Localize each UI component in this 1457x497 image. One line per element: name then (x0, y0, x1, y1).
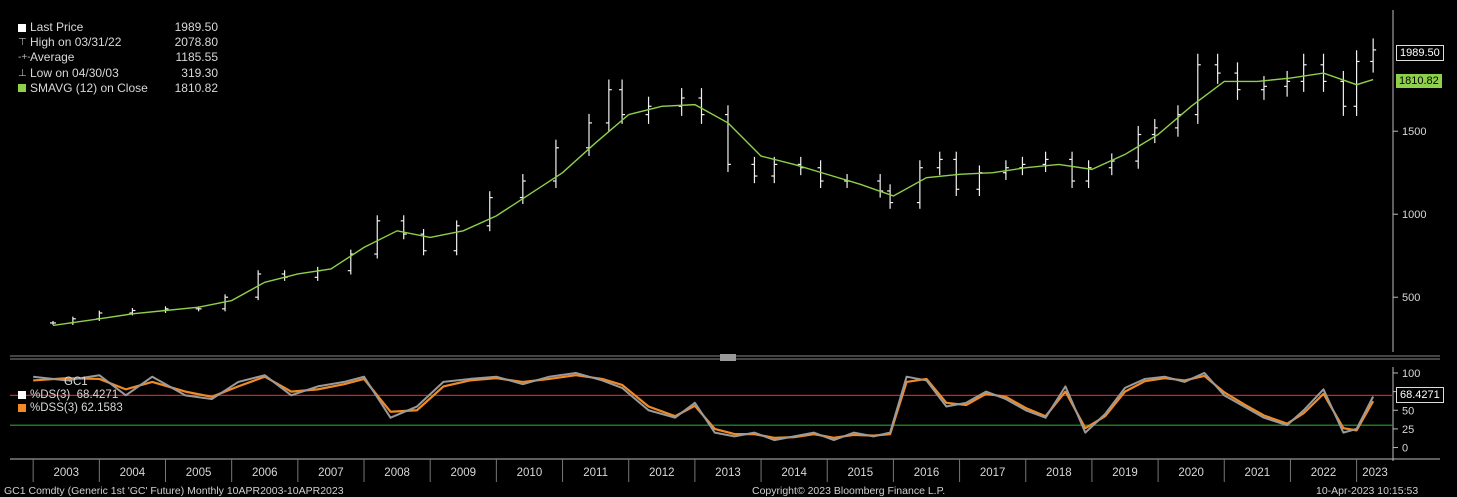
panel-resize-handle (720, 354, 736, 361)
stochastic-y-tick-label: 25 (1402, 424, 1414, 436)
stochastic-legend: %DS(3) 68.4271 %DSS(3) 62.1583 (18, 378, 123, 414)
legend-dss[interactable]: %DSS(3) 62.1583 (18, 402, 123, 415)
footer-timestamp: 10-Apr-2023 10:15:53 (1316, 485, 1419, 497)
average-marker-icon: -+- (18, 52, 31, 64)
last-price-badge: 1989.50 (1396, 45, 1444, 61)
x-tick-label: 2010 (517, 467, 543, 479)
stochastic-panel: 0255075100 (10, 367, 1420, 461)
x-tick-label: 2018 (1046, 467, 1072, 479)
dss-swatch (18, 403, 26, 412)
x-tick-label: 2019 (1112, 467, 1138, 479)
legend-average: -+- Average 1185.55 (18, 50, 218, 65)
stochastic-title: GC1 (64, 376, 88, 388)
x-tick-label: 2021 (1245, 467, 1271, 479)
legend-ds[interactable]: %DS(3) 68.4271 (18, 389, 123, 402)
last-price-swatch (18, 23, 26, 32)
x-tick-label: 2005 (186, 467, 212, 479)
low-marker-icon: ⊥ (18, 67, 27, 79)
price-y-tick-label: 500 (1402, 292, 1420, 304)
x-tick-label: 2011 (583, 467, 608, 479)
x-tick-label: 2014 (781, 467, 807, 479)
x-tick-label: 2016 (914, 467, 940, 479)
x-tick-label: 2003 (53, 467, 79, 479)
x-tick-label: 2006 (252, 467, 278, 479)
stochastic-y-tick-label: 100 (1402, 368, 1420, 380)
footer-copyright: Copyright© 2023 Bloomberg Finance L.P. (752, 485, 946, 497)
x-tick-label: 2004 (120, 467, 146, 479)
x-tick-label: 2017 (980, 467, 1006, 479)
x-tick-label: 2022 (1311, 467, 1337, 479)
legend-low: ⊥ Low on 04/30/03 319.30 (18, 65, 218, 80)
legend-last-price[interactable]: Last Price 1989.50 (18, 20, 218, 35)
x-tick-label: 2012 (649, 467, 675, 479)
x-tick-label: 2008 (384, 467, 410, 479)
x-tick-label: 2007 (318, 467, 344, 479)
price-y-tick-label: 1000 (1402, 209, 1426, 221)
legend-smavg[interactable]: SMAVG (12) on Close 1810.82 (18, 81, 218, 96)
x-tick-label: 2020 (1178, 467, 1204, 479)
high-marker-icon: ⊤ (18, 37, 27, 49)
ds-line (33, 371, 1375, 442)
stochastic-badge: 68.4271 (1396, 387, 1444, 403)
smavg-swatch (18, 84, 26, 93)
x-axis: 2003 2004 2005 2006 2007 2008 2009 2010 2011 2012… (10, 458, 1440, 482)
x-tick-label: 2015 (848, 467, 874, 479)
smavg-line (52, 72, 1374, 327)
price-legend: Last Price 1989.50 ⊤ High on 03/31/22 207… (18, 20, 218, 96)
price-y-tick-label: 1500 (1402, 126, 1426, 138)
stochastic-y-tick-label: 50 (1402, 405, 1414, 417)
price-panel: 500 1000 1500 (50, 10, 1426, 352)
x-tick-label: 2023 (1362, 467, 1388, 479)
smavg-badge: 1810.82 (1396, 74, 1442, 88)
x-tick-label: 2009 (450, 467, 476, 479)
footer-security: GC1 Comdty (Generic 1st 'GC' Future) Mon… (4, 485, 344, 497)
legend-high: ⊤ High on 03/31/22 2078.80 (18, 35, 218, 50)
ds-swatch (18, 391, 26, 400)
stochastic-y-tick-label: 0 (1402, 443, 1408, 455)
x-tick-label: 2013 (715, 467, 741, 479)
